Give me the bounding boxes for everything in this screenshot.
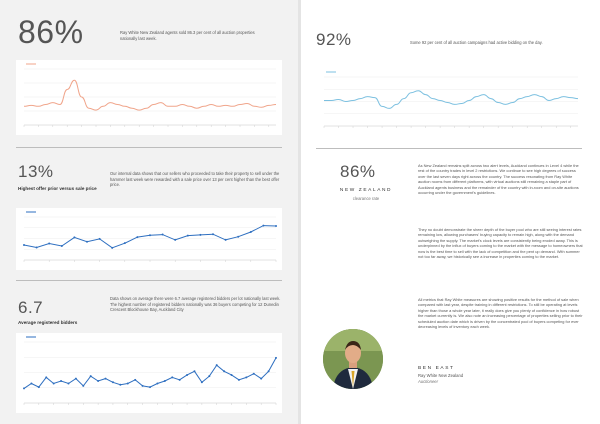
agent-portrait-icon bbox=[323, 329, 383, 389]
data-point bbox=[193, 370, 196, 373]
data-point bbox=[119, 383, 122, 386]
data-point bbox=[86, 240, 88, 243]
data-point bbox=[249, 231, 252, 234]
agent-company: Ray White New Zealand bbox=[418, 373, 464, 378]
data-point bbox=[141, 384, 144, 387]
data-point bbox=[134, 378, 137, 381]
data-point bbox=[60, 380, 63, 383]
data-point bbox=[45, 376, 48, 379]
data-point bbox=[275, 224, 277, 227]
data-point bbox=[260, 377, 263, 380]
data-point bbox=[97, 380, 100, 383]
data-point bbox=[111, 246, 114, 249]
data-point bbox=[149, 234, 151, 237]
agent-role: Auctioneer bbox=[418, 379, 439, 384]
data-point bbox=[252, 372, 255, 375]
data-point bbox=[82, 384, 85, 387]
above-price-label: Highest offer prior versus sale price bbox=[18, 186, 97, 191]
data-point bbox=[52, 382, 55, 385]
data-point bbox=[161, 233, 164, 236]
data-point bbox=[149, 386, 151, 389]
page-spine bbox=[298, 0, 301, 424]
bidders-label: Average registered bidders bbox=[18, 320, 78, 325]
chart-bidders-svg bbox=[23, 336, 277, 405]
data-point bbox=[230, 373, 233, 376]
chart-above-price-svg bbox=[23, 211, 277, 262]
data-point bbox=[223, 370, 226, 373]
data-point bbox=[156, 382, 159, 385]
data-point bbox=[186, 373, 189, 376]
chart-above-price bbox=[16, 208, 282, 270]
body-paragraph-1: As New Zealand remains split across two … bbox=[418, 163, 579, 196]
data-point bbox=[37, 386, 40, 389]
series-line bbox=[23, 79, 277, 111]
data-point bbox=[126, 382, 129, 385]
data-point bbox=[171, 376, 174, 379]
chart-auction-sold bbox=[16, 60, 282, 135]
divider bbox=[16, 280, 282, 281]
data-point bbox=[237, 235, 240, 238]
auction-sold-text: Ray White New Zealand agents sold 86.3 p… bbox=[120, 30, 255, 41]
data-point bbox=[30, 382, 33, 385]
clearance-region: NEW ZEALAND bbox=[339, 188, 393, 193]
divider bbox=[316, 148, 582, 149]
agent-photo bbox=[323, 329, 383, 389]
series-line bbox=[324, 90, 579, 109]
data-point bbox=[178, 378, 181, 381]
data-point bbox=[89, 375, 92, 378]
data-point bbox=[200, 381, 203, 384]
bidders-text: Data shows on average there were 6.7 ave… bbox=[110, 296, 281, 313]
data-point bbox=[136, 236, 139, 239]
data-point bbox=[199, 233, 202, 236]
bidding-text: Some 92 per cent of all auction campaign… bbox=[410, 40, 543, 45]
data-point bbox=[262, 224, 265, 227]
data-point bbox=[23, 243, 25, 246]
chart-bidding-svg bbox=[323, 71, 579, 128]
data-point bbox=[35, 246, 38, 249]
data-point bbox=[23, 387, 25, 390]
divider bbox=[16, 147, 282, 148]
data-point bbox=[208, 375, 211, 378]
data-point bbox=[215, 364, 218, 367]
bidders-value: 6.7 bbox=[18, 298, 44, 317]
body-paragraph-2: They no doubt demonstrate the sheer dept… bbox=[418, 227, 583, 260]
data-point bbox=[98, 237, 101, 240]
chart-bidders bbox=[16, 333, 282, 413]
data-point bbox=[74, 377, 77, 380]
data-point bbox=[267, 370, 270, 373]
data-point bbox=[104, 377, 107, 380]
body-paragraph-3: All metrics that Ray White measures are … bbox=[418, 297, 583, 330]
data-point bbox=[48, 242, 51, 245]
chart-auction-sold-svg bbox=[23, 63, 277, 127]
agent-name: BEN EAST bbox=[418, 366, 455, 371]
data-point bbox=[275, 356, 277, 359]
data-point bbox=[60, 245, 63, 248]
data-point bbox=[123, 242, 126, 245]
data-point bbox=[163, 380, 166, 383]
data-point bbox=[237, 378, 240, 381]
data-point bbox=[67, 382, 70, 385]
chart-bidding bbox=[316, 68, 584, 136]
data-point bbox=[212, 233, 214, 236]
data-point bbox=[174, 238, 177, 241]
series-line bbox=[23, 357, 277, 389]
data-point bbox=[186, 234, 189, 237]
data-point bbox=[224, 238, 227, 241]
data-point bbox=[111, 381, 114, 384]
data-point bbox=[245, 376, 248, 379]
data-point bbox=[73, 236, 76, 239]
above-price-text: Our internal data shows that our sellers… bbox=[110, 171, 280, 188]
bidding-value: 92% bbox=[316, 30, 352, 49]
above-price-value: 13% bbox=[18, 162, 54, 181]
clearance-value: 86% bbox=[340, 162, 376, 181]
auction-sold-value: 86% bbox=[18, 14, 84, 50]
clearance-caption: clearance rate bbox=[352, 196, 380, 201]
